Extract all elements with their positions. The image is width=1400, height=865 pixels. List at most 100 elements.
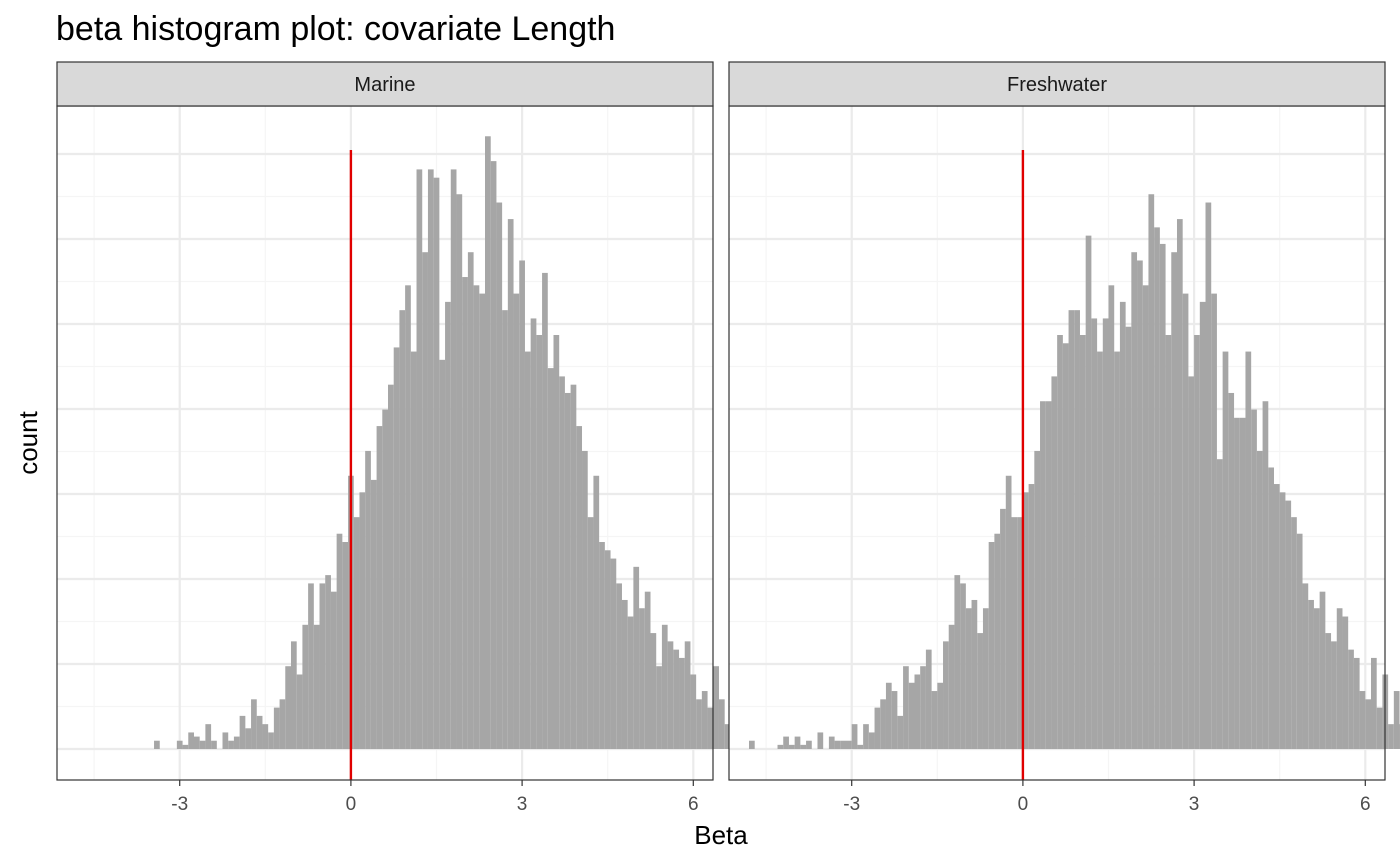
y-axis-title: count [13,410,43,474]
histogram-bar [576,426,583,749]
histogram-bar [1291,517,1297,749]
histogram-bar [513,293,520,749]
histogram-bar [817,732,824,749]
histogram-bar [1199,301,1206,749]
histogram-bar [656,666,662,749]
histogram-bar [193,736,200,749]
histogram-bar [610,558,617,749]
histogram-bar [965,608,972,749]
histogram-bar [627,616,634,749]
histogram-bar [490,161,497,749]
histogram-bar [1108,285,1115,749]
histogram-bar [325,575,331,749]
histogram-bar [496,202,503,749]
histogram-bar [1348,649,1354,749]
histogram-bar [684,641,691,749]
histogram-bar [1319,591,1326,749]
histogram-bar [777,744,784,749]
histogram-bar [154,740,160,749]
histogram-bar [439,359,446,749]
facet-strip-label: Marine [354,74,415,96]
histogram-bar [783,736,789,749]
histogram-bar [1342,616,1349,749]
histogram-bar [570,384,577,749]
facet-strip-label: Freshwater [1007,74,1107,96]
histogram-bar [1331,641,1337,749]
histogram-bar [914,674,921,749]
histogram-bar [1062,343,1069,749]
histogram-bar [943,641,949,749]
histogram-bar [673,649,680,749]
x-tick-label: 0 [346,794,357,815]
histogram-bar [336,533,343,749]
histogram-bar [285,666,291,749]
histogram-bar [1057,335,1063,749]
histogram-bar [353,517,360,749]
histogram-bar [1028,484,1035,749]
histogram-bar [1182,293,1189,749]
histogram-bar [342,542,349,749]
histogram-bar [279,699,286,749]
histogram-bar [1114,351,1120,749]
histogram-bar [1022,492,1029,749]
histogram-bar [1222,351,1229,749]
histogram-bar [616,583,622,749]
x-tick-label: 6 [1360,794,1371,815]
histogram-bar [1205,202,1212,749]
histogram-bar [1393,691,1400,749]
histogram-bar [296,674,303,749]
histogram-bar [599,542,605,749]
histogram-bar [1137,260,1143,749]
histogram-bar [199,740,206,749]
histogram-bar [530,318,537,749]
histogram-bar [1017,517,1023,749]
histogram-bar [863,724,869,749]
histogram-bar [954,575,961,749]
histogram-bar [1125,326,1132,749]
histogram-bar [851,724,858,749]
histogram-bar [1142,285,1149,749]
histogram-bar [405,285,411,749]
x-tick-label: 3 [517,794,528,815]
histogram-bar [547,368,554,749]
histogram-bar [982,608,989,749]
histogram-bar [960,583,966,749]
histogram-bar [718,699,725,749]
histogram-bar [1336,608,1343,749]
histogram-bar [519,260,525,749]
histogram-bar [370,479,377,749]
histogram-bar [1079,335,1086,749]
histogram-bar [920,666,926,749]
histogram-bar [1325,633,1332,749]
histogram-bar [868,732,875,749]
histogram-bar [268,732,274,749]
histogram-bar [1296,533,1303,749]
histogram-bar [376,426,383,749]
histogram-bar [1011,517,1018,749]
histogram-bar [399,310,406,749]
histogram-bar [479,293,486,749]
histogram-bar [1245,351,1252,749]
histogram-bar [1000,508,1006,749]
histogram-bar [701,691,708,749]
histogram-bar [524,351,531,749]
histogram-bar [410,351,417,749]
histogram-bar [582,450,588,749]
histogram-bar [445,301,451,749]
histogram-bar [564,392,571,749]
histogram-bar [1211,293,1217,749]
histogram-bar [251,699,257,749]
histogram-bar [1085,235,1092,749]
histogram-bar [1148,194,1155,750]
histogram-bar [228,740,234,749]
histogram-bar [553,335,560,749]
histogram-bar [633,566,640,749]
histogram-bar [840,740,847,749]
histogram-bar [908,682,915,749]
x-tick-label: -3 [843,794,860,815]
histogram-bar [1216,459,1223,749]
histogram-bar [1359,691,1366,749]
histogram-bar [1034,450,1041,749]
histogram-bar [891,691,898,749]
